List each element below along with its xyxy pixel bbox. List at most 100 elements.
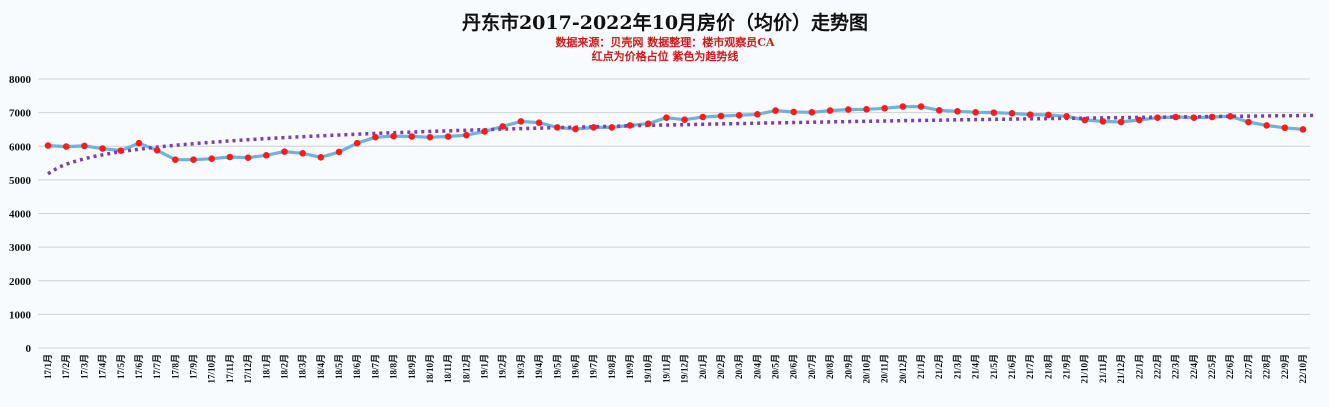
data-point [1099, 118, 1107, 125]
x-tick-label: 21/1月 [916, 354, 926, 379]
data-point [681, 116, 688, 123]
x-tick-label: 19/1月 [480, 354, 490, 379]
data-point [626, 122, 634, 129]
y-tick-label: 8000 [9, 74, 32, 86]
x-tick-label: 22/5月 [1207, 354, 1217, 379]
data-point [1008, 109, 1016, 117]
x-tick-label: 17/2月 [61, 354, 71, 379]
data-point [117, 147, 125, 154]
data-point [808, 108, 816, 116]
y-tick-label: 3000 [9, 242, 32, 254]
data-point [699, 113, 707, 121]
x-tick-label: 21/2月 [934, 354, 944, 379]
x-tick-label: 19/4月 [534, 354, 544, 379]
x-tick-label: 18/10月 [425, 354, 435, 384]
x-tick-label: 22/10月 [1298, 354, 1308, 384]
x-tick-label: 18/3月 [298, 354, 308, 379]
x-tick-label: 21/5月 [989, 354, 999, 379]
chart-subtitle-legend-note: 红点为价格占位 紫色为趋势线 [592, 49, 739, 63]
data-point [1281, 124, 1289, 132]
data-point [535, 119, 543, 127]
data-point [517, 118, 525, 125]
x-tick-label: 19/8月 [607, 354, 617, 379]
x-tick-label: 22/6月 [1225, 354, 1235, 379]
data-point [99, 145, 106, 152]
data-point [826, 107, 834, 114]
data-point [881, 104, 888, 112]
data-point [590, 124, 597, 131]
data-point [1263, 122, 1270, 129]
data-point [281, 148, 288, 155]
x-tick-label: 18/6月 [352, 354, 362, 379]
chart-title: 丹东市2017-2022年10月房价（均价）走势图 [462, 11, 868, 34]
x-tick-label: 17/5月 [116, 354, 126, 379]
data-point [1190, 114, 1198, 121]
x-tick-label: 17/7月 [152, 354, 162, 379]
data-point [262, 152, 270, 159]
x-tick-label: 21/4月 [971, 354, 981, 379]
data-point [226, 153, 234, 161]
data-point [390, 132, 397, 140]
data-point [426, 133, 434, 141]
data-point [372, 133, 379, 141]
data-point [81, 142, 88, 150]
x-tick-label: 19/3月 [516, 354, 526, 379]
x-tick-label: 17/1月 [43, 354, 53, 379]
x-tick-label: 20/2月 [716, 354, 726, 379]
data-point [244, 154, 252, 161]
x-tick-label: 22/1月 [1134, 354, 1144, 379]
data-point [353, 139, 361, 147]
y-tick-label: 6000 [9, 141, 32, 153]
x-tick-label: 18/1月 [261, 354, 271, 379]
data-point [444, 133, 452, 140]
data-point [1208, 113, 1216, 121]
trendline [47, 113, 1317, 176]
x-tick-label: 20/5月 [771, 354, 781, 379]
x-tick-label: 19/11月 [661, 354, 671, 383]
x-tick-label: 20/8月 [825, 354, 835, 379]
data-point [608, 124, 616, 131]
y-tick-label: 0 [26, 343, 32, 355]
data-point [954, 107, 961, 115]
x-axis: 17/1月 17/2月 17/3月 17/4月 17/5月 17/6月 17/7月 17/8月… [43, 354, 1308, 384]
x-tick-label: 20/12月 [898, 354, 908, 384]
x-tick-label: 17/10月 [207, 354, 217, 384]
data-point [790, 108, 798, 116]
data-point [863, 105, 870, 113]
x-tick-label: 22/4月 [1189, 354, 1199, 379]
x-tick-label: 20/7月 [807, 354, 817, 379]
x-tick-label: 18/5月 [334, 354, 344, 379]
x-tick-label: 22/2月 [1152, 354, 1162, 379]
data-point [62, 143, 70, 150]
data-point [717, 112, 725, 120]
y-tick-label: 2000 [9, 276, 32, 288]
data-point [1063, 113, 1070, 120]
data-point [1172, 113, 1179, 121]
x-tick-label: 21/8月 [1043, 354, 1053, 379]
data-point [299, 150, 306, 157]
trend-line [47, 113, 1317, 176]
x-tick-label: 21/9月 [1062, 354, 1072, 379]
data-point [44, 142, 52, 149]
x-tick-label: 20/11月 [880, 354, 890, 383]
x-tick-label: 17/6月 [134, 354, 144, 379]
x-tick-label: 17/12月 [243, 354, 253, 384]
y-tick-label: 1000 [9, 309, 32, 321]
x-tick-label: 20/6月 [789, 354, 799, 379]
x-tick-label: 18/7月 [370, 354, 380, 379]
data-point [1045, 111, 1052, 119]
data-point [772, 107, 779, 114]
data-point [135, 139, 143, 147]
data-point [1026, 111, 1034, 118]
data-point [1081, 116, 1089, 124]
x-tick-label: 22/7月 [1243, 354, 1253, 379]
data-point [1299, 126, 1307, 133]
x-tick-label: 22/9月 [1280, 354, 1290, 379]
x-tick-label: 21/6月 [1007, 354, 1017, 379]
data-point [153, 146, 161, 154]
data-point [463, 131, 470, 139]
chart-subtitle-source: 数据来源：贝壳网 数据整理：楼市观察员CA [555, 35, 775, 49]
x-tick-label: 19/12月 [680, 354, 690, 384]
x-tick-label: 20/3月 [734, 354, 744, 379]
data-point [408, 133, 416, 140]
